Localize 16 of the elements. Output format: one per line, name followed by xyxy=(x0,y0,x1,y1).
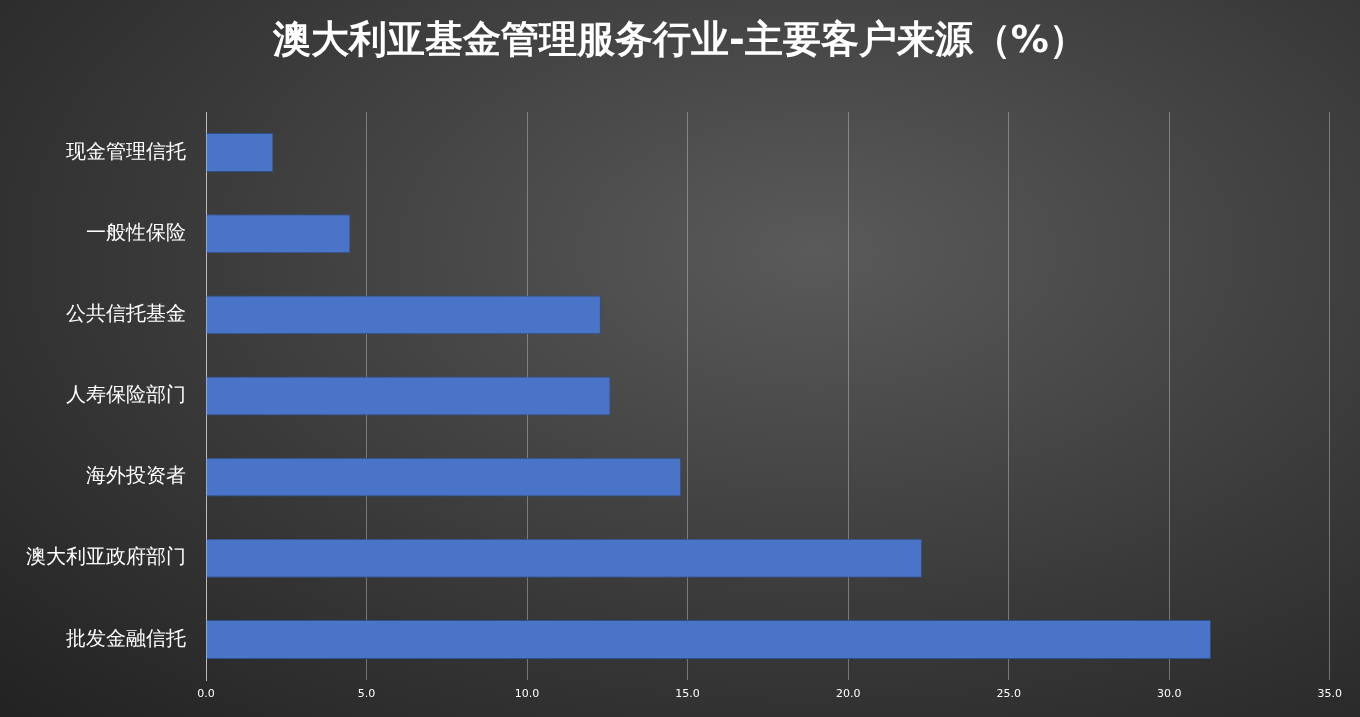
y-tick-label: 公共信托基金 xyxy=(66,301,186,326)
y-tick-label: 现金管理信托 xyxy=(66,138,186,163)
x-tick-label: 0.0 xyxy=(197,687,215,701)
y-tick-label: 批发金融信托 xyxy=(66,625,186,650)
x-tick-label: 25.0 xyxy=(996,687,1021,701)
x-tick-label: 15.0 xyxy=(675,687,700,701)
x-tick-label: 5.0 xyxy=(357,687,376,701)
x-tick-label: 35.0 xyxy=(1317,687,1342,701)
x-tick-label: 20.0 xyxy=(835,687,861,701)
y-tick-label: 人寿保险部门 xyxy=(66,382,186,407)
x-tick-label: 10.0 xyxy=(514,687,540,701)
chart-title: 澳大利亚基金管理服务行业-主要客户来源（%） xyxy=(272,16,1088,63)
y-tick-label: 一般性保险 xyxy=(86,219,186,244)
x-tick-label: 30.0 xyxy=(1156,687,1182,701)
y-tick-label: 澳大利亚政府部门 xyxy=(26,544,186,569)
y-tick-label: 海外投资者 xyxy=(86,463,186,488)
